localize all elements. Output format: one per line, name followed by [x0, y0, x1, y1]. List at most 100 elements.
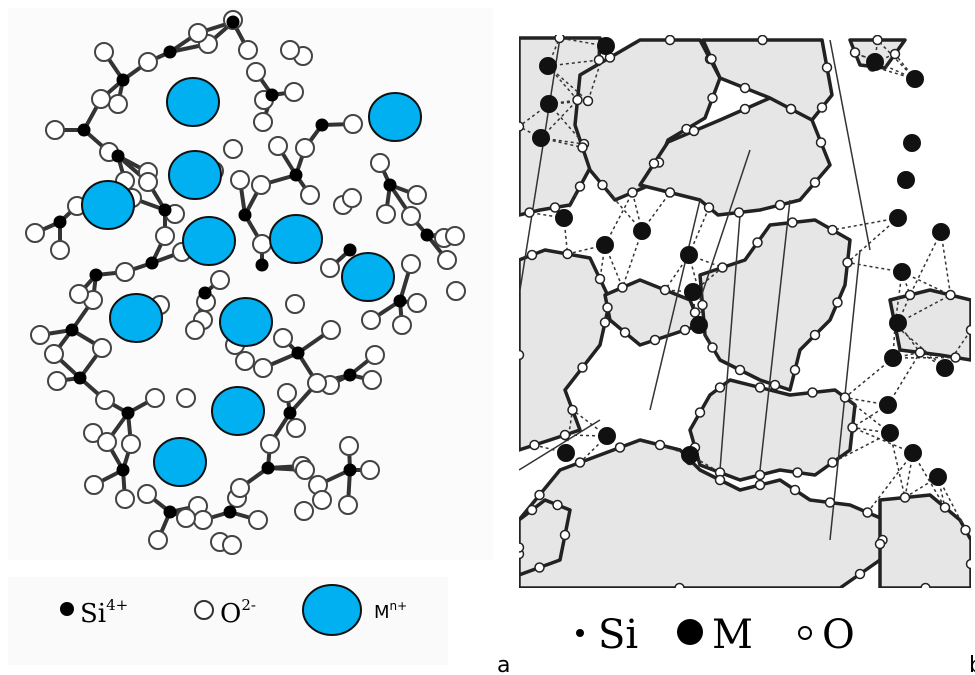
silicon-atom — [291, 346, 305, 360]
grain-line — [699, 149, 751, 301]
oxygen-atom — [659, 284, 671, 296]
oxygen-atom — [137, 484, 157, 504]
oxygen-atom — [519, 121, 525, 132]
silicon-atom — [238, 208, 252, 222]
oxygen-atom — [253, 112, 273, 132]
modifier-atom — [539, 57, 557, 75]
panel-a-modifier-cations — [81, 77, 422, 487]
grain-line — [519, 37, 561, 291]
modifier-bond — [844, 357, 894, 399]
oxygen-atom — [95, 390, 115, 410]
oxygen-atom — [392, 315, 412, 335]
oxygen-atom — [30, 325, 50, 345]
oxygen-atom — [572, 94, 583, 106]
modifier-atom — [929, 468, 947, 486]
silicon-atom — [163, 45, 177, 59]
modifier-bond — [894, 53, 916, 80]
oxygen-atom — [597, 179, 608, 191]
oxygen-atom — [889, 48, 901, 60]
oxygen-atom — [121, 434, 141, 454]
modifier-atom — [889, 314, 907, 332]
oxygen-atom — [614, 442, 626, 453]
oxygen-atom — [260, 434, 280, 454]
silicon-atom — [53, 215, 67, 229]
oxygen-atom — [754, 382, 766, 393]
silicon-atom — [223, 505, 237, 519]
silicon-atom — [65, 323, 79, 337]
oxygen-atom — [787, 217, 798, 228]
panel-b-modifier-atoms — [532, 37, 954, 486]
modifier-cation — [269, 214, 323, 264]
oxygen-atom — [734, 364, 746, 376]
silicon-atom — [111, 149, 125, 163]
modifier-bond — [887, 352, 921, 406]
oxygen-atom — [361, 310, 381, 330]
modifier-atom — [904, 444, 922, 462]
oxygen-atom — [549, 202, 561, 213]
oxygen-atom — [807, 387, 818, 398]
modifier-atom — [936, 359, 954, 377]
oxygen-atom — [574, 457, 586, 468]
legend-b-m-symbol — [677, 619, 703, 645]
oxygen-atom — [524, 207, 535, 218]
oxygen-atom — [280, 40, 300, 60]
grain-line — [759, 199, 791, 471]
oxygen-atom — [339, 436, 359, 456]
oxygen-atom — [872, 35, 883, 46]
oxygen-atom — [437, 250, 457, 270]
oxygen-atom — [97, 432, 117, 452]
oxygen-atom — [945, 289, 956, 301]
oxygen-atom — [674, 582, 685, 588]
modifier-bond — [937, 476, 967, 531]
oxygen-atom — [47, 371, 67, 391]
oxygen-atom — [529, 439, 540, 451]
oxygen-atom — [83, 423, 103, 443]
oxygen-atom — [847, 422, 858, 433]
modifier-atom — [633, 222, 651, 240]
oxygen-atom — [235, 351, 255, 371]
oxygen-atom — [574, 181, 586, 192]
silicon-atom — [198, 286, 212, 300]
modifier-atom — [903, 134, 921, 152]
oxygen-atom — [223, 139, 243, 159]
oxygen-atom — [138, 172, 158, 192]
silicon-atom — [383, 178, 397, 192]
oxygen-atom — [960, 524, 971, 536]
grain-line — [519, 419, 601, 471]
modifier-cation — [166, 77, 220, 127]
network-region — [888, 288, 971, 362]
modifier-bond — [659, 444, 691, 456]
modifier-bond — [604, 192, 634, 246]
oxygen-atom — [619, 327, 631, 338]
modifier-atom — [540, 95, 558, 113]
oxygen-atom — [407, 293, 427, 313]
oxygen-atom — [230, 478, 250, 498]
oxygen-atom — [899, 492, 911, 503]
oxygen-atom — [714, 382, 726, 393]
oxygen-atom — [108, 94, 128, 114]
oxygen-atom — [148, 530, 168, 550]
oxygen-atom — [559, 529, 571, 541]
oxygen-atom — [295, 460, 315, 480]
modifier-bond — [854, 51, 916, 80]
modifier-bond — [664, 289, 694, 293]
oxygen-atom — [739, 82, 751, 94]
oxygen-atom — [253, 358, 273, 378]
grain-line — [829, 39, 871, 251]
oxygen-atom — [703, 202, 715, 213]
oxygen-atom — [338, 495, 358, 515]
oxygen-atom — [602, 302, 613, 313]
oxygen-atom — [648, 158, 660, 169]
modifier-bond — [889, 432, 906, 498]
panel-a-silicon-atoms — [53, 15, 434, 519]
oxygen-atom — [752, 237, 763, 248]
oxygen-atom — [295, 138, 315, 158]
oxygen-atom — [145, 388, 165, 408]
modifier-atom — [932, 223, 950, 241]
oxygen-atom — [251, 175, 271, 195]
oxygen-atom — [401, 254, 421, 274]
legend-o-label: O2- — [220, 596, 256, 629]
panel-b: Si M O b — [519, 35, 975, 675]
oxygen-atom — [25, 223, 45, 243]
